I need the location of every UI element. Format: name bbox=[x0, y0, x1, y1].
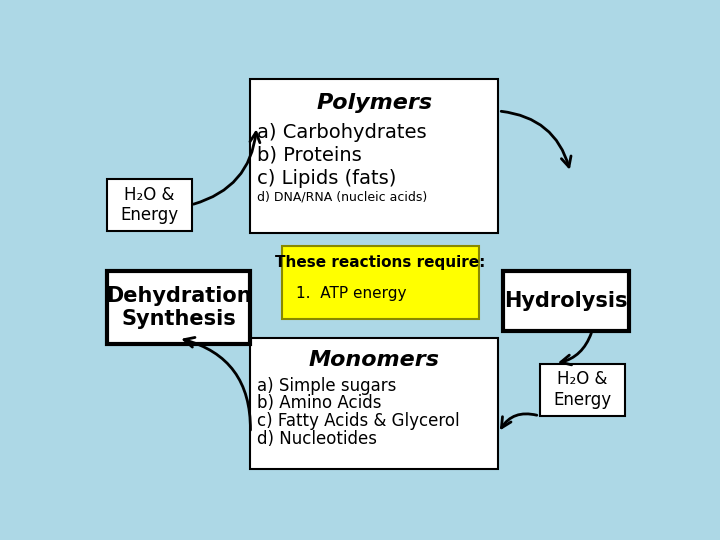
Text: c) Lipids (fats): c) Lipids (fats) bbox=[256, 168, 396, 188]
Bar bbox=[251, 338, 498, 469]
Bar bbox=[107, 179, 192, 231]
Text: c) Fatty Acids & Glycerol: c) Fatty Acids & Glycerol bbox=[256, 412, 459, 430]
Text: Polymers: Polymers bbox=[316, 93, 433, 113]
Text: H₂O &
Energy: H₂O & Energy bbox=[121, 186, 179, 224]
Text: b) Amino Acids: b) Amino Acids bbox=[256, 394, 381, 413]
Text: 1.  ATP energy: 1. ATP energy bbox=[296, 286, 407, 301]
Text: H₂O &
Energy: H₂O & Energy bbox=[553, 370, 611, 409]
Text: d) Nucleotides: d) Nucleotides bbox=[256, 430, 377, 448]
Text: a) Simple sugars: a) Simple sugars bbox=[256, 377, 396, 395]
Bar bbox=[282, 246, 479, 319]
Text: Monomers: Monomers bbox=[309, 350, 440, 370]
Bar bbox=[107, 271, 251, 345]
Text: Dehydration
Synthesis: Dehydration Synthesis bbox=[106, 286, 251, 329]
Text: b) Proteins: b) Proteins bbox=[256, 146, 361, 165]
Text: a) Carbohydrates: a) Carbohydrates bbox=[256, 123, 426, 141]
Bar bbox=[503, 271, 629, 331]
Bar bbox=[251, 79, 498, 233]
Bar bbox=[539, 363, 625, 416]
Text: Hydrolysis: Hydrolysis bbox=[504, 291, 628, 311]
Text: These reactions require:: These reactions require: bbox=[276, 255, 486, 270]
Text: d) DNA/RNA (nucleic acids): d) DNA/RNA (nucleic acids) bbox=[256, 190, 427, 203]
